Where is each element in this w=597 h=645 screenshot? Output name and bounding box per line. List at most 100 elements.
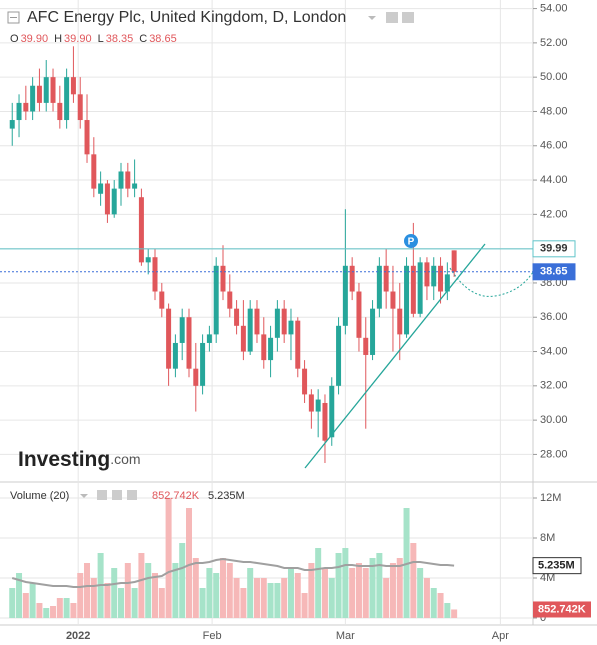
candle-body: [376, 265, 382, 309]
y-tick-label: 42.00: [540, 208, 568, 220]
y-tick-label: 54.00: [540, 2, 568, 14]
y-tick-label: 48.00: [540, 105, 568, 117]
collapse-icon[interactable]: [7, 11, 20, 24]
settings-icon[interactable]: [386, 12, 398, 23]
ohlc-value: 38.65: [149, 33, 177, 45]
candle-body: [91, 154, 97, 189]
candle-body: [186, 317, 192, 369]
volume-bar: [77, 573, 84, 618]
volume-bar: [267, 583, 274, 618]
volume-bar: [274, 583, 281, 618]
y-tick-label: 32.00: [540, 380, 568, 392]
volume-bar: [9, 588, 16, 618]
candle-body: [315, 399, 321, 412]
volume-bar: [226, 563, 233, 618]
candle-body: [268, 337, 274, 361]
candle-body: [213, 265, 219, 335]
ohlc-key: O: [10, 33, 19, 45]
volume-bar: [63, 598, 70, 618]
volume-ma: 5.235M: [208, 490, 245, 502]
volume-bar: [417, 568, 424, 618]
volume-last: 852.742K: [152, 490, 200, 502]
volume-bar: [152, 573, 159, 618]
logo: Investing.com: [18, 448, 141, 471]
volume-bar: [281, 578, 288, 618]
logo-suffix: .com: [110, 451, 140, 467]
candle-body: [138, 197, 144, 263]
volume-bar: [451, 609, 458, 618]
y-tick-label: 34.00: [540, 345, 568, 357]
candle-body: [50, 77, 56, 103]
volume-bar: [355, 563, 362, 618]
ohlc-key: C: [139, 33, 147, 45]
volume-bar: [253, 578, 260, 618]
ohlc-key: H: [54, 33, 62, 45]
candle-body: [57, 102, 63, 121]
volume-bar: [247, 568, 254, 618]
candle-body: [370, 308, 376, 355]
y-tick-label: 36.00: [540, 311, 568, 323]
candle-body: [281, 308, 287, 335]
ohlc-header: O 39.90 H 39.90 L 38.35 C 38.65: [10, 33, 177, 45]
y-tick-label: 52.00: [540, 37, 568, 49]
volume-name: Volume (20): [10, 490, 69, 502]
candle-body: [152, 257, 158, 292]
candle-body: [166, 308, 172, 369]
x-tick-label: Feb: [203, 630, 222, 642]
volume-tick-label: 12M: [540, 492, 561, 504]
volume-bar: [206, 568, 213, 618]
grid: 54.0052.0050.0048.0046.0044.0042.0040.00…: [0, 0, 568, 642]
candle-body: [36, 85, 42, 103]
y-tick-label: 28.00: [540, 448, 568, 460]
settings-icon[interactable]: [402, 12, 414, 23]
candle-body: [302, 368, 308, 395]
dropdown-icon[interactable]: [368, 16, 376, 20]
volume-bar: [43, 608, 50, 618]
candle-body: [132, 183, 138, 189]
x-tick-label: Apr: [492, 630, 509, 642]
candle-body: [356, 291, 362, 338]
volume-bar: [70, 603, 77, 618]
dropdown-icon[interactable]: [80, 494, 88, 498]
candle-body: [159, 291, 165, 309]
settings-icon[interactable]: [112, 490, 122, 500]
volume-bar: [118, 588, 125, 618]
candle-body: [397, 308, 403, 335]
volume-bar: [172, 563, 179, 618]
volume-bar: [383, 578, 390, 618]
volume-ma-box: [532, 557, 582, 575]
x-tick-label: Mar: [336, 630, 355, 642]
event-marker: [404, 234, 418, 248]
volume-bar: [287, 568, 294, 618]
volume-bar: [430, 588, 437, 618]
marks: [9, 46, 458, 618]
candle-body: [451, 250, 457, 272]
candle-body: [274, 308, 280, 338]
candle-body: [390, 291, 396, 309]
volume-bar: [376, 553, 383, 618]
volume-bar: [111, 568, 118, 618]
candle-body: [329, 385, 335, 438]
volume-bar: [349, 568, 356, 618]
candle-body: [322, 402, 328, 441]
event-marker-label: P: [408, 237, 415, 248]
volume-bar: [16, 573, 23, 618]
settings-icon[interactable]: [127, 490, 137, 500]
volume-bar: [301, 593, 308, 618]
candle-body: [234, 308, 240, 326]
volume-bar: [22, 593, 29, 618]
candle-body: [363, 337, 369, 355]
candle-body: [43, 77, 49, 103]
volume-bar: [158, 588, 165, 618]
candle-body: [179, 317, 185, 343]
volume-bar: [315, 548, 322, 618]
volume-bar: [50, 606, 57, 618]
volume-ma-label: 5.235M: [538, 560, 575, 572]
volume-bar: [294, 573, 301, 618]
arc-drawing: [449, 267, 534, 297]
candle-body: [438, 265, 444, 292]
settings-icon[interactable]: [97, 490, 107, 500]
candle-body: [240, 325, 246, 352]
candle-body: [111, 188, 117, 215]
logo-brand: Investing: [18, 448, 110, 471]
